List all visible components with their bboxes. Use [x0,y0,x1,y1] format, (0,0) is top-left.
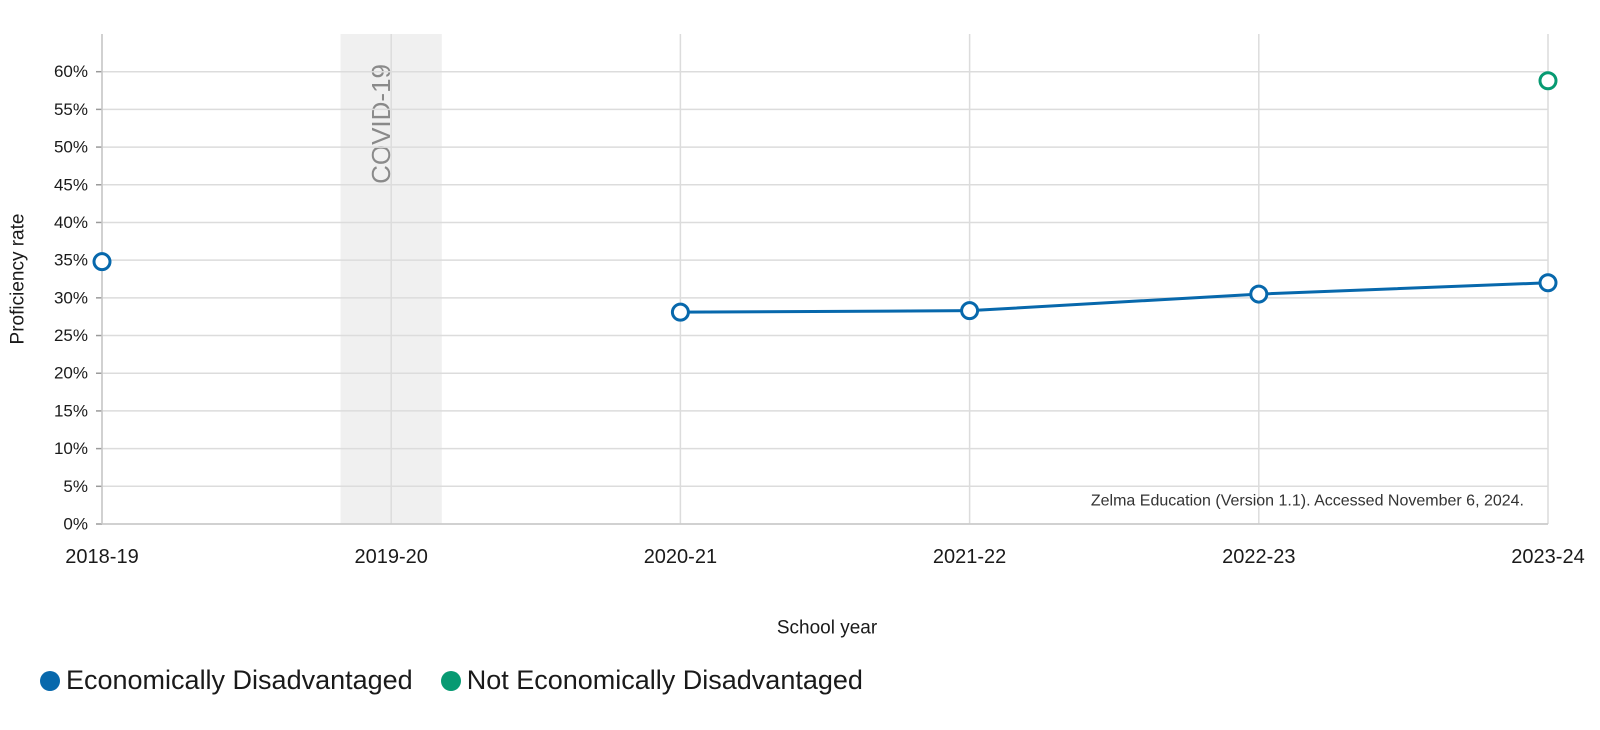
y-tick-label: 15% [54,401,88,420]
series-line-segment [678,309,972,314]
y-tick-label: 50% [54,138,88,157]
x-tick-label: 2022-23 [1222,546,1295,568]
data-point [1538,273,1558,293]
source-note: Zelma Education (Version 1.1). Accessed … [1091,493,1524,510]
legend-label: Economically Disadvantaged [66,665,413,695]
series-layer [92,71,1558,322]
data-point [670,302,690,322]
legend: Economically Disadvantaged Not Economica… [40,665,863,696]
y-tick-label: 35% [54,251,88,270]
data-point [92,252,112,272]
y-tick-label: 45% [54,175,88,194]
y-tick-label: 40% [54,213,88,232]
x-tick-label: 2018-19 [65,546,138,568]
y-tick-label: 20% [54,364,88,383]
x-tick-label: 2021-22 [933,546,1006,568]
y-tick-label: 5% [63,477,88,496]
y-tick-label: 0% [63,515,88,534]
line-chart: COVID-19 0%5%10%15%20%25%30%35%40%45%50%… [8,34,1585,639]
legend-swatch-blue [40,670,60,691]
y-tick-label: 10% [54,439,88,458]
legend-item-not-economically-disadvantaged[interactable]: Not Economically Disadvantaged [440,665,863,696]
grid-layer [101,34,1549,525]
series-line-segment [968,292,1261,313]
label-layer: 0% 5% 10% 15% 20% 25% 30% 35% 40% 45% 50% 55% 60% 201… [8,62,1585,638]
data-point [960,301,980,321]
x-tick-label: 2020-21 [644,546,717,568]
series-0 [92,252,1558,322]
y-tick-label: 60% [54,62,88,81]
legend-item-economically-disadvantaged[interactable]: Economically Disadvantaged [40,665,413,696]
x-tick-label: 2023-24 [1511,546,1584,568]
y-tick-label: 25% [54,326,88,345]
x-axis-title: School year [777,618,878,639]
data-point [1538,71,1558,91]
axis-layer [96,34,1548,525]
series-line-segment [1257,281,1550,296]
y-tick-label: 30% [54,288,88,307]
series-1 [1538,71,1558,91]
y-tick-label: 55% [54,100,88,119]
x-tick-label: 2019-20 [354,546,427,568]
legend-label: Not Economically Disadvantaged [466,665,863,695]
data-point [1249,284,1269,304]
legend-swatch-green [440,670,461,691]
y-axis-title: Proficiency rate [8,214,29,345]
